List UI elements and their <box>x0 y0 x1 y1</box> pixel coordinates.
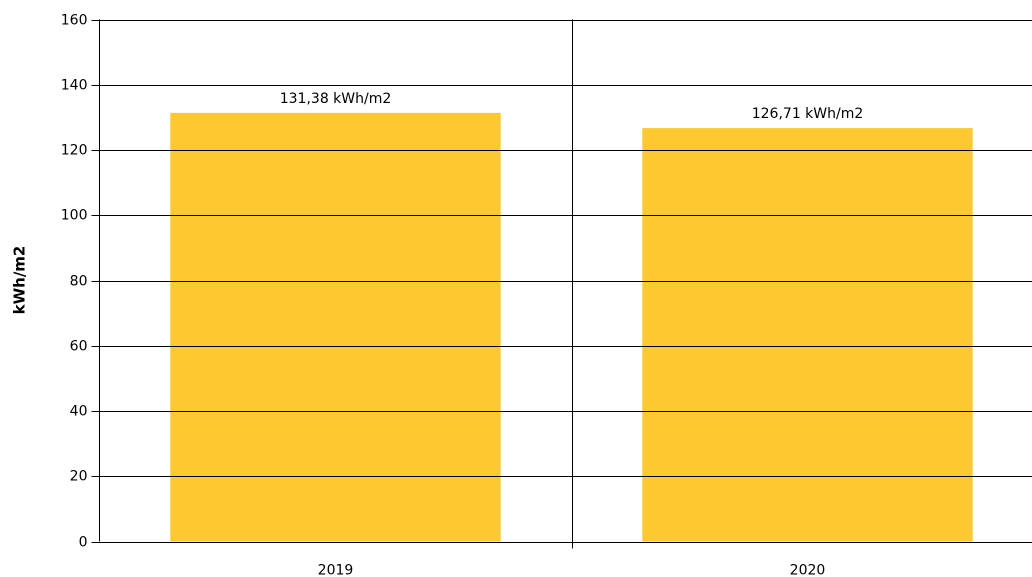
value-label: 131,38 kWh/m2 <box>280 91 392 107</box>
x-tick-label: 2020 <box>790 563 826 577</box>
bars <box>170 112 973 542</box>
x-tick-label: 2019 <box>318 563 354 577</box>
y-tick-label: 60 <box>70 339 88 355</box>
value-label: 126,71 kWh/m2 <box>752 106 864 122</box>
y-tick-label: 20 <box>70 469 88 485</box>
y-tick-label: 120 <box>61 143 88 159</box>
y-tick-label: 100 <box>61 208 88 224</box>
y-axis-label: kWh/m2 <box>11 246 29 315</box>
y-tick-label: 160 <box>61 13 88 29</box>
y-tick-label: 140 <box>61 78 88 94</box>
bar <box>642 128 973 542</box>
bar <box>170 112 501 542</box>
y-tick-label: 80 <box>70 274 88 290</box>
y-tick-label: 0 <box>79 535 88 551</box>
y-tick-label: 40 <box>70 404 88 420</box>
